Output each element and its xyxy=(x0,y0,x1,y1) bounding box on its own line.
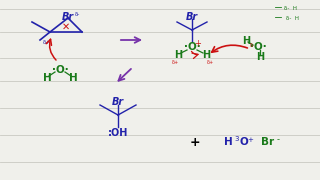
Text: δ-  H: δ- H xyxy=(285,15,299,21)
Text: H: H xyxy=(242,36,250,46)
Text: δ+: δ+ xyxy=(206,60,213,64)
Text: +: + xyxy=(190,136,200,148)
Text: ·O·: ·O· xyxy=(52,65,68,75)
Text: :OH: :OH xyxy=(108,128,128,138)
Text: H: H xyxy=(202,50,210,60)
Text: ·O·: ·O· xyxy=(250,42,266,52)
Text: +: + xyxy=(247,137,253,143)
Text: -: - xyxy=(276,136,279,145)
Text: Br: Br xyxy=(186,12,198,22)
Text: H: H xyxy=(68,73,77,83)
Text: δ-: δ- xyxy=(250,42,254,48)
Text: δ+: δ+ xyxy=(172,60,179,64)
Text: +: + xyxy=(195,39,201,48)
Text: H: H xyxy=(224,137,232,147)
Text: H: H xyxy=(43,73,52,83)
Text: Br: Br xyxy=(62,12,74,22)
Text: 3: 3 xyxy=(235,136,239,142)
Text: H: H xyxy=(174,50,182,60)
Text: ·O·: ·O· xyxy=(184,42,200,52)
Text: ✕: ✕ xyxy=(62,22,70,32)
Text: Br: Br xyxy=(261,137,275,147)
Text: δ+: δ+ xyxy=(43,39,51,44)
Text: Br: Br xyxy=(112,97,124,107)
Text: δ-: δ- xyxy=(74,12,80,17)
Text: H: H xyxy=(256,52,264,62)
Text: δ-  H: δ- H xyxy=(284,6,297,10)
Text: O: O xyxy=(240,137,248,147)
